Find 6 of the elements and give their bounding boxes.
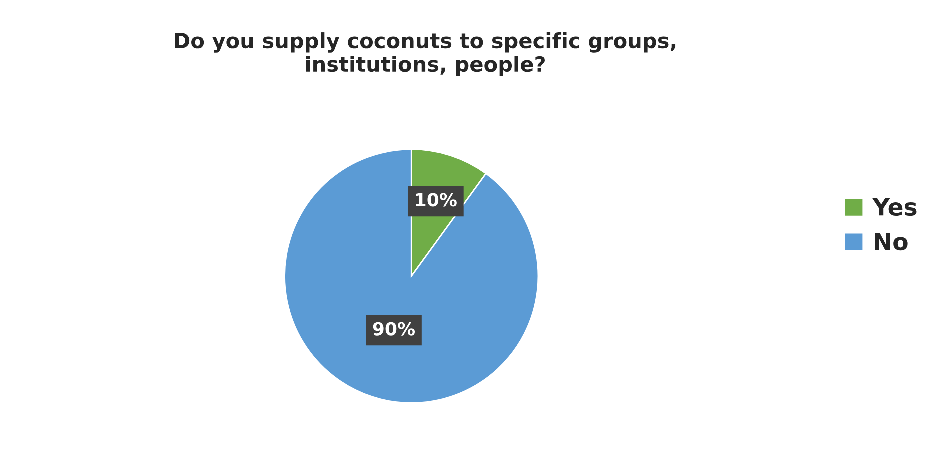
data-label: 90% (373, 322, 416, 336)
legend-label: No (875, 233, 908, 251)
chart-title: Do you supply coconuts to specific groups, institutions, people? (175, 32, 676, 76)
pie-slice (284, 148, 540, 404)
data-label: 10% (416, 193, 457, 207)
legend-label: Yes (872, 198, 917, 216)
